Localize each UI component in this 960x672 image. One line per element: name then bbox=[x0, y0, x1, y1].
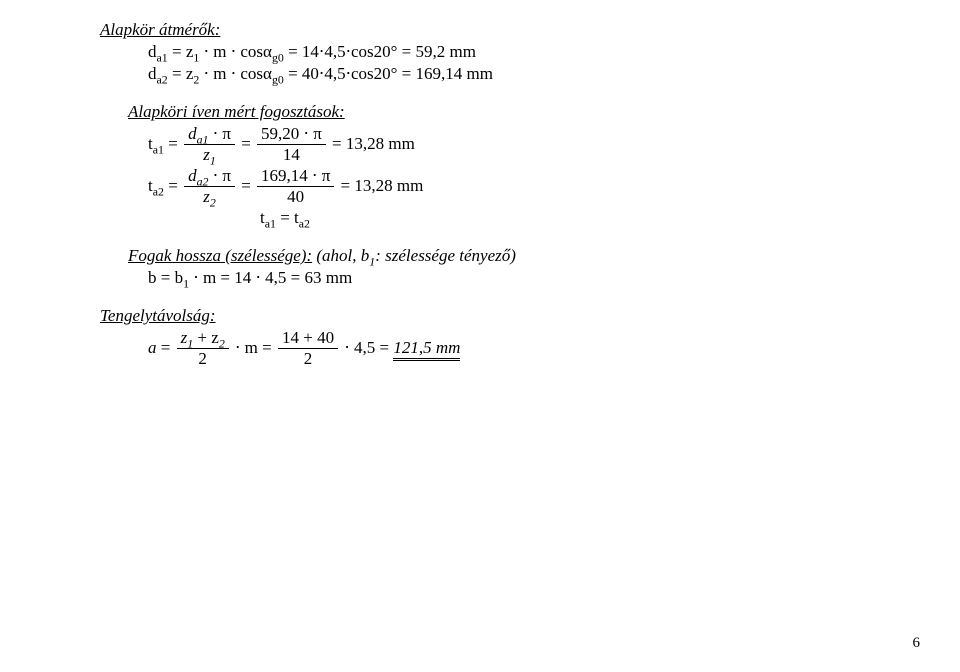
frac-1440-2: 14 + 40 2 bbox=[278, 328, 338, 368]
frac-da2pi-z2: da2 ⋅ π z2 bbox=[184, 166, 235, 206]
fogak-note: (ahol, b1: szélessége tényező) bbox=[312, 246, 516, 265]
document-page: Alapkör átmérők: da1 = z1 ⋅ m ⋅ cosαg0 =… bbox=[0, 0, 960, 672]
ta1-line: ta1 = da1 ⋅ π z1 = 59,20 ⋅ π 14 = 13,28 … bbox=[148, 124, 900, 164]
a-line: a = z1 + z2 2 ⋅ m = 14 + 40 2 ⋅ 4,5 = 12… bbox=[148, 328, 900, 368]
page-number: 6 bbox=[913, 635, 921, 652]
da2-line: da2 = z2 ⋅ m ⋅ cosαg0 = 40⋅4,5⋅cos20° = … bbox=[148, 64, 900, 84]
ta1-eq-ta2: ta1 = ta2 bbox=[260, 208, 900, 228]
heading-tengely: Tengelytávolság: bbox=[100, 306, 900, 326]
heading-fogak: Fogak hossza (szélessége): (ahol, b1: sz… bbox=[128, 246, 900, 266]
frac-da1pi-z1: da1 ⋅ π z1 bbox=[184, 124, 235, 164]
heading-alapkor: Alapkör átmérők: bbox=[100, 20, 900, 40]
da1-line: da1 = z1 ⋅ m ⋅ cosαg0 = 14⋅4,5⋅cos20° = … bbox=[148, 42, 900, 62]
frac-169-40: 169,14 ⋅ π 40 bbox=[257, 166, 334, 206]
b-line: b = b1 ⋅ m = 14 ⋅ 4,5 = 63 mm bbox=[148, 268, 900, 288]
ta2-line: ta2 = da2 ⋅ π z2 = 169,14 ⋅ π 40 = 13,28… bbox=[148, 166, 900, 206]
heading-alapkori: Alapköri íven mért fogosztások: bbox=[128, 102, 900, 122]
frac-59-14: 59,20 ⋅ π 14 bbox=[257, 124, 326, 164]
frac-z1z2-2: z1 + z2 2 bbox=[177, 328, 229, 368]
